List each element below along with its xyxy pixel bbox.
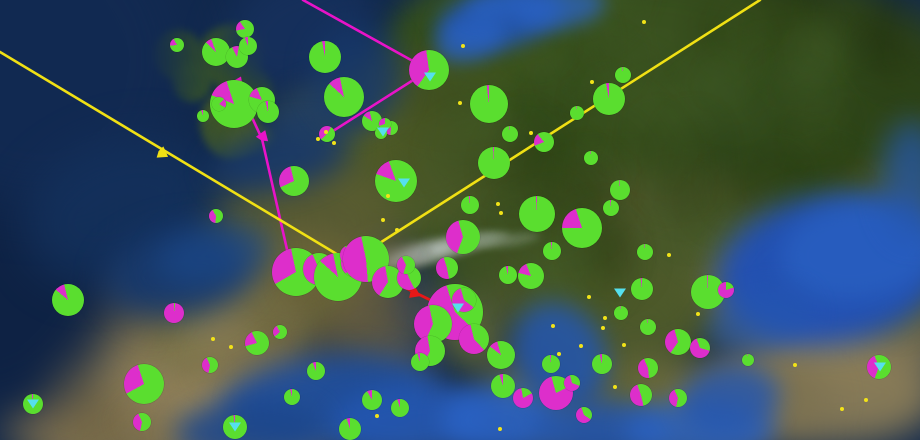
map-viewport[interactable] xyxy=(0,0,920,440)
triangle-marker[interactable] xyxy=(398,179,410,188)
triangle-marker[interactable] xyxy=(27,400,39,409)
triangle-marker[interactable] xyxy=(424,73,436,82)
triangle-marker-layer[interactable] xyxy=(0,0,920,440)
triangle-marker[interactable] xyxy=(874,363,886,372)
triangle-marker[interactable] xyxy=(614,289,626,298)
triangle-marker[interactable] xyxy=(377,128,389,137)
triangle-marker[interactable] xyxy=(452,304,464,313)
triangle-marker[interactable] xyxy=(229,423,241,432)
